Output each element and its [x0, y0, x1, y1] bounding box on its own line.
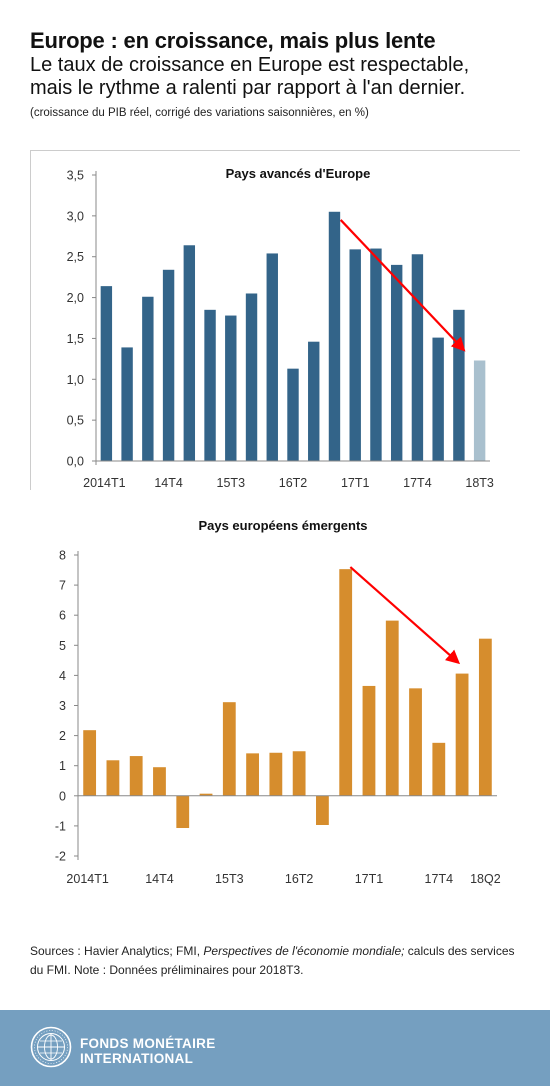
chart2-bar [106, 760, 120, 796]
chart1-bar [204, 309, 216, 461]
page-title: Europe : en croissance, mais plus lente [30, 28, 436, 53]
chart1-bar [245, 293, 258, 461]
imf-logo-text: FONDS MONÉTAIRE INTERNATIONAL [80, 1036, 216, 1066]
chart2-x-tick-label: 15T3 [215, 872, 244, 886]
chart1-x-tick-label: 18T3 [465, 476, 494, 490]
chart1-x-tick-label: 2014T1 [83, 476, 125, 490]
chart2-y-tick-label: 3 [59, 699, 66, 713]
imf-seal-icon [30, 1026, 72, 1068]
chart1-x-tick-label: 16T2 [279, 476, 308, 490]
chart1-x-tick-label: 14T4 [154, 476, 183, 490]
chart2-bar [199, 793, 213, 796]
chart1-y-tick-label: 2,0 [67, 291, 84, 305]
chart1-bar-preliminary [473, 360, 486, 461]
chart1-bar [162, 269, 175, 461]
chart1-x-tick-label: 15T3 [217, 476, 246, 490]
chart2-bar [409, 688, 422, 796]
chart2-bar [455, 673, 469, 796]
chart2-y-tick-label: 5 [59, 639, 66, 653]
subtitle-line-1: Le taux de croissance en Europe est resp… [30, 54, 470, 76]
chart2-x-tick-label: 17T1 [355, 872, 384, 886]
imf-logo-line-1: FONDS MONÉTAIRE [80, 1036, 216, 1051]
units-note: (croissance du PIB réel, corrigé des var… [30, 107, 369, 119]
chart1-x-tick-label: 17T1 [341, 476, 370, 490]
chart2-x-tick-label: 18Q2 [470, 872, 501, 886]
chart1-trend-arrow [339, 219, 466, 352]
chart1-bar [287, 368, 299, 461]
chart2-bar [269, 752, 283, 796]
imf-logo-line-2: INTERNATIONAL [80, 1051, 194, 1066]
chart2-y-tick-label: 4 [59, 669, 66, 683]
chart2-y-tick-label: -1 [55, 819, 66, 833]
chart2-bar [339, 569, 353, 796]
chart1-y-tick-label: 0,0 [67, 455, 84, 469]
chart2-bar [292, 751, 306, 796]
chart2-x-tick-label: 14T4 [145, 872, 174, 886]
chart1-y-tick-label: 3,0 [67, 209, 84, 223]
advanced-europe-chart: Pays avancés d'Europe 0,0 0,5 1,0 1,5 2,0 2,5 3… [30, 150, 520, 490]
chart1-y-tick-label: 2,5 [67, 250, 84, 264]
chart2-bar [129, 756, 143, 796]
page-subtitle: Le taux de croissance en Europe est resp… [30, 54, 530, 100]
header: Europe : en croissance, mais plus lente … [30, 28, 530, 121]
chart1-bar [432, 337, 444, 461]
chart1-bar [328, 211, 341, 461]
chart2-bar [316, 795, 329, 825]
chart2-y-tick-label: -2 [55, 850, 66, 864]
subtitle-line-2: mais le rythme a ralenti par rapport à l… [30, 77, 466, 99]
chart1-bar [390, 264, 403, 461]
chart1-y-tick-label: 1,5 [67, 332, 84, 346]
chart2-bar [153, 767, 166, 796]
chart2-x-tick-label: 2014T1 [66, 872, 108, 886]
chart1-bar [453, 309, 465, 461]
chart2-x-tick-label: 17T4 [425, 872, 454, 886]
chart2-x-tick-label: 16T2 [285, 872, 314, 886]
sources-prefix: Sources : Havier Analytics; FMI, [30, 944, 204, 958]
chart2-y-tick-label: 2 [59, 729, 66, 743]
chart1-bar [225, 315, 237, 461]
chart2-y-tick-label: 6 [59, 609, 66, 623]
chart2-title: Pays européens émergents [198, 518, 367, 533]
sources-italic: Perspectives de l'économie mondiale; [203, 944, 405, 958]
sources-suffix: calculs des services du FMI. Note : Donn… [30, 944, 515, 977]
chart2-bar [385, 620, 399, 796]
chart2-bar [432, 742, 446, 796]
chart2-bar [246, 753, 259, 796]
chart1-x-tick-label: 17T4 [403, 476, 432, 490]
sources-note: Sources : Havier Analytics; FMI, Perspec… [30, 942, 520, 980]
imf-footer: FONDS MONÉTAIRE INTERNATIONAL [0, 1010, 550, 1086]
chart2-y-tick-label: 1 [59, 759, 66, 773]
chart2-bar [83, 730, 97, 796]
chart1-bar [308, 341, 320, 461]
chart2-y-tick-label: 8 [59, 549, 66, 563]
chart1-y-tick-label: 0,5 [67, 414, 84, 428]
chart2-bar [362, 685, 376, 796]
chart1-bar [349, 249, 361, 461]
chart1-y-tick-label: 3,5 [67, 169, 84, 183]
emerging-europe-chart: Pays européens émergents -2 -1 0 1 2 3 4 5 6 7 8 201… [55, 518, 501, 886]
chart1-bar [183, 245, 196, 461]
chart2-bar [222, 702, 236, 796]
chart2-bar [478, 638, 492, 796]
chart1-bar [411, 254, 424, 461]
chart2-bar [176, 795, 190, 829]
chart1-y-tick-label: 1,0 [67, 373, 84, 387]
chart2-trend-arrow [349, 566, 461, 665]
chart1-bar [370, 248, 382, 461]
chart1-bar [266, 253, 278, 461]
chart2-y-tick-label: 7 [59, 579, 66, 593]
chart1-title: Pays avancés d'Europe [226, 166, 371, 181]
chart1-bar [142, 296, 154, 461]
chart1-bar [100, 286, 113, 461]
chart2-y-tick-label: 0 [59, 789, 66, 803]
chart1-bar [121, 347, 133, 461]
